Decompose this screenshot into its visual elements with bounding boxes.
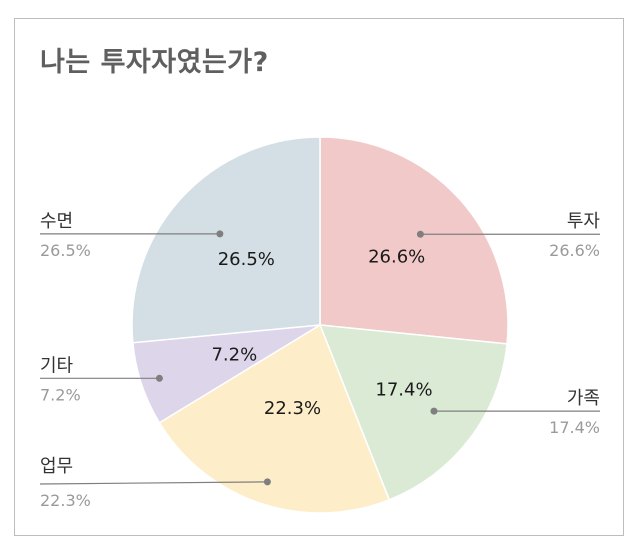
leader-dot — [416, 230, 424, 238]
slice-value-label: 26.5% — [218, 249, 275, 270]
leader-dot — [155, 374, 163, 382]
chart-title: 나는 투자자였는가? — [40, 47, 269, 78]
category-name: 수면 — [40, 211, 73, 232]
pie-slice-투자 — [319, 136, 509, 345]
category-name: 업무 — [40, 456, 73, 477]
pie-slice-수면 — [131, 136, 321, 344]
category-percent: 17.4% — [549, 418, 600, 437]
category-percent: 26.5% — [40, 241, 91, 260]
category-name: 투자 — [567, 211, 601, 232]
slice-value-label: 22.3% — [264, 398, 321, 419]
leader-dot — [263, 478, 271, 486]
category-name: 가족 — [567, 388, 600, 409]
leader-line — [39, 481, 268, 485]
category-name: 기타 — [40, 355, 74, 376]
slice-value-label: 7.2% — [211, 344, 257, 365]
category-percent: 22.3% — [40, 491, 91, 510]
leader-dot — [430, 407, 438, 415]
pie-slice-업무 — [158, 323, 391, 514]
slice-value-label: 26.6% — [368, 247, 425, 268]
pie-slice-가족 — [318, 324, 508, 501]
leader-dot — [216, 230, 224, 238]
category-percent: 7.2% — [40, 385, 81, 404]
category-percent: 26.6% — [549, 241, 600, 260]
slice-value-label: 17.4% — [375, 379, 432, 400]
